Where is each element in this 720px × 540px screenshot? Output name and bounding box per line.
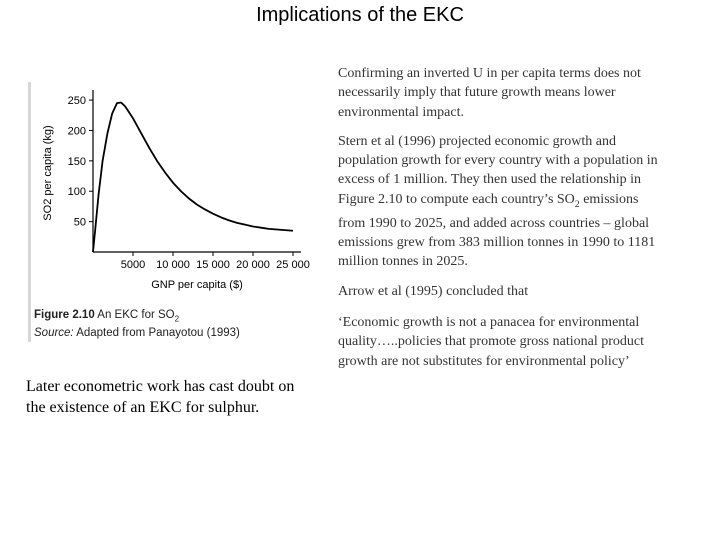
x-tick-label-1: 10 000 (156, 259, 190, 271)
caption-line-2: Source: Adapted from Panayotou (1993) (34, 326, 324, 340)
figure-ekc-chart: 50 100 150 200 250 5000 10 000 15 000 20 000 25 0… (28, 82, 316, 342)
caption-figure-label: Figure 2.10 (34, 309, 95, 321)
ekc-chart-svg: 50 100 150 200 250 5000 10 000 15 000 20 000 25 0… (42, 90, 310, 291)
ekc-curve-line-0 (92, 101, 294, 253)
y-tick-label-0: 50 (74, 217, 86, 229)
slide-title: Implications of the EKC (256, 4, 464, 26)
caption-figure-title-sub: 2 (174, 314, 180, 324)
y-axis-label: SO2 per capita (kg) (42, 125, 54, 220)
caption-line-1: Figure 2.10 An EKC for SO2 (34, 308, 324, 326)
y-tick-label-1: 100 (68, 186, 86, 198)
quote: ‘Economic growth is not a panacea for en… (338, 315, 644, 369)
caption-source-text: Adapted from Panayotou (1993) (76, 327, 240, 340)
y-tick-label-4: 250 (68, 95, 86, 107)
paragraph-2-b: emissions from 1990 to 2025, and added a… (338, 191, 656, 270)
y-tick-label-3: 200 (68, 125, 86, 137)
y-tick-label-2: 150 (68, 156, 86, 168)
paragraph-2-a: Stern et al (1996) projected economic gr… (338, 133, 658, 207)
paragraph-3: Arrow et al (1995) concluded that (338, 283, 529, 299)
paragraph-2: Stern et al (1996) projected economic gr… (338, 132, 660, 272)
caption-source-label: Source: (34, 327, 74, 340)
x-tick-label-4: 25 000 (276, 259, 310, 271)
paragraph-1: Confirming an inverted U in per capita t… (338, 66, 641, 120)
paragraph-2-sub: 2 (574, 198, 580, 210)
figure-caption: Figure 2.10 An EKC for SO2 Source: Adapt… (34, 308, 324, 340)
x-axis-label: GNP per capita ($) (151, 279, 243, 291)
caption-figure-title: An EKC for SO (97, 309, 175, 321)
x-tick-label-0: 5000 (121, 259, 145, 271)
left-note: Later econometric work has cast doubt on… (26, 378, 295, 416)
right-column: Confirming an inverted U in per capita t… (338, 64, 660, 381)
x-tick-label-3: 20 000 (236, 259, 270, 271)
x-tick-label-2: 15 000 (196, 259, 230, 271)
